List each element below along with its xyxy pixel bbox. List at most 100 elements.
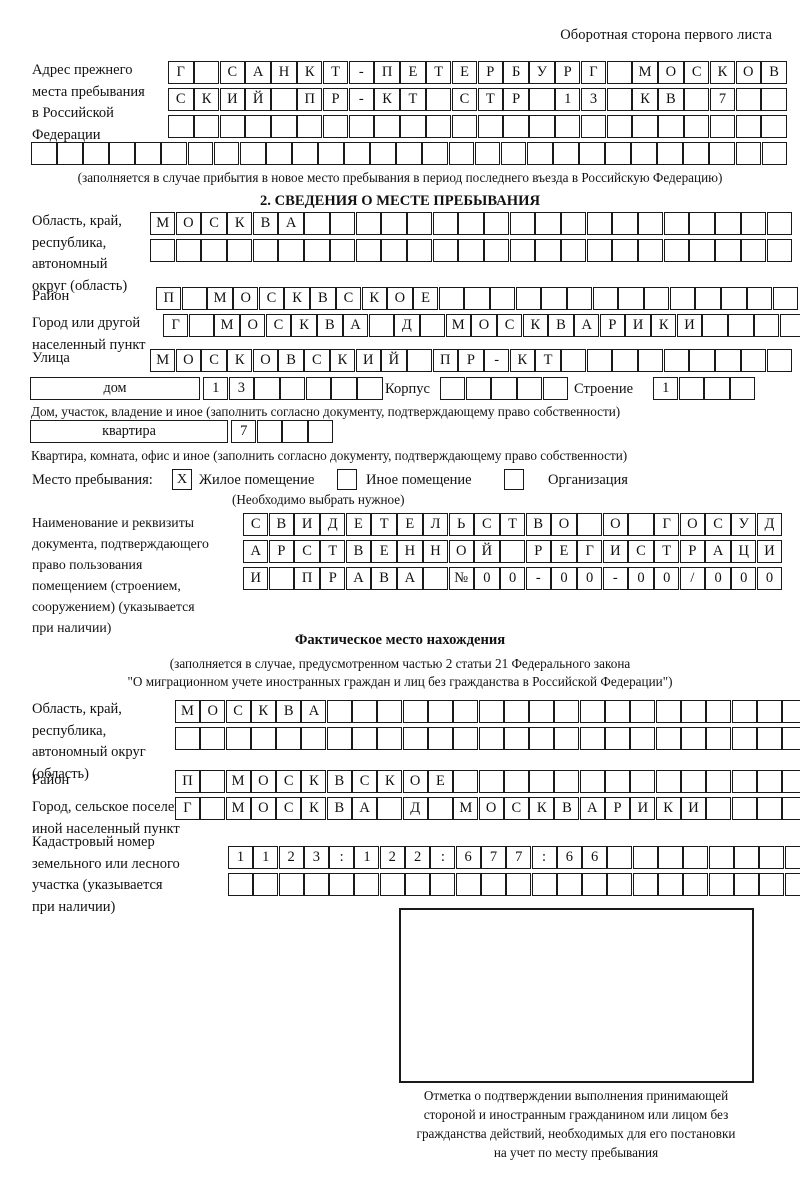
char-cell[interactable] bbox=[683, 88, 710, 111]
char-cell[interactable] bbox=[761, 142, 788, 165]
char-cell[interactable]: С bbox=[451, 88, 478, 111]
char-cell[interactable] bbox=[344, 142, 370, 165]
char-cell[interactable] bbox=[607, 873, 633, 896]
char-cell[interactable] bbox=[576, 513, 603, 536]
char-cell[interactable]: И bbox=[355, 349, 381, 372]
char-cell[interactable] bbox=[419, 314, 446, 337]
char-cell[interactable] bbox=[657, 142, 684, 165]
char-cell[interactable]: Р bbox=[477, 61, 504, 84]
char-cell[interactable] bbox=[731, 700, 757, 723]
char-cell[interactable] bbox=[554, 115, 581, 138]
char-cell[interactable] bbox=[256, 420, 283, 443]
char-cell[interactable] bbox=[663, 239, 690, 262]
char-cell[interactable] bbox=[455, 873, 481, 896]
char-cell[interactable] bbox=[296, 115, 323, 138]
char-cell[interactable] bbox=[448, 142, 475, 165]
char-cell[interactable]: 1 bbox=[253, 846, 279, 869]
char-cell[interactable] bbox=[689, 239, 715, 262]
char-cell[interactable] bbox=[706, 797, 732, 820]
char-cell[interactable]: К bbox=[377, 770, 403, 793]
char-cell[interactable]: С bbox=[265, 314, 292, 337]
char-cell[interactable] bbox=[578, 142, 605, 165]
char-cell[interactable]: О bbox=[658, 61, 684, 84]
char-cell[interactable]: 0 bbox=[499, 567, 526, 590]
char-cell[interactable]: М bbox=[175, 700, 200, 723]
char-cell[interactable]: 0 bbox=[705, 567, 731, 590]
char-cell[interactable]: К bbox=[250, 700, 276, 723]
char-cell[interactable] bbox=[753, 314, 780, 337]
char-cell[interactable] bbox=[631, 142, 657, 165]
char-cell[interactable]: К bbox=[509, 349, 536, 372]
char-cell[interactable]: И bbox=[294, 513, 320, 536]
char-cell[interactable]: П bbox=[156, 287, 182, 310]
char-cell[interactable] bbox=[612, 349, 638, 372]
char-cell[interactable] bbox=[586, 349, 613, 372]
char-cell[interactable]: О bbox=[250, 797, 276, 820]
char-cell[interactable] bbox=[782, 770, 800, 793]
char-cell[interactable] bbox=[628, 513, 654, 536]
char-cell[interactable] bbox=[706, 770, 732, 793]
char-cell[interactable] bbox=[740, 239, 767, 262]
char-cell[interactable] bbox=[402, 727, 428, 750]
char-cell[interactable] bbox=[187, 142, 214, 165]
char-cell[interactable] bbox=[509, 239, 536, 262]
char-cell[interactable] bbox=[756, 797, 782, 820]
char-cell[interactable] bbox=[357, 377, 383, 400]
char-cell[interactable]: Р bbox=[458, 349, 484, 372]
char-cell[interactable] bbox=[268, 567, 295, 590]
char-cell[interactable] bbox=[541, 287, 567, 310]
char-cell[interactable] bbox=[427, 700, 453, 723]
char-cell[interactable] bbox=[352, 700, 378, 723]
char-cell[interactable]: К bbox=[296, 61, 323, 84]
char-cell[interactable] bbox=[150, 239, 176, 262]
char-cell[interactable]: М bbox=[632, 61, 658, 84]
char-cell[interactable] bbox=[632, 115, 658, 138]
char-cell[interactable]: С bbox=[705, 513, 731, 536]
char-cell[interactable]: И bbox=[680, 797, 706, 820]
char-cell[interactable] bbox=[680, 770, 706, 793]
char-cell[interactable] bbox=[782, 797, 800, 820]
char-cell[interactable]: 7 bbox=[709, 88, 736, 111]
char-cell[interactable] bbox=[535, 212, 561, 235]
char-cell[interactable]: И bbox=[219, 88, 246, 111]
char-cell[interactable] bbox=[706, 700, 732, 723]
char-cell[interactable] bbox=[529, 770, 555, 793]
char-cell[interactable]: Е bbox=[551, 540, 577, 563]
char-cell[interactable]: С bbox=[276, 797, 302, 820]
char-cell[interactable] bbox=[782, 700, 800, 723]
stay-place-checkbox-residential[interactable]: X bbox=[172, 469, 192, 490]
char-cell[interactable] bbox=[638, 212, 664, 235]
char-cell[interactable] bbox=[721, 287, 747, 310]
char-cell[interactable]: 3 bbox=[580, 88, 607, 111]
korpus-cells[interactable] bbox=[440, 377, 569, 400]
char-cell[interactable] bbox=[303, 873, 329, 896]
char-cell[interactable]: С bbox=[304, 349, 330, 372]
char-cell[interactable]: А bbox=[352, 797, 378, 820]
char-cell[interactable]: Й bbox=[381, 349, 407, 372]
char-cell[interactable]: В bbox=[761, 61, 787, 84]
char-cell[interactable]: - bbox=[348, 88, 375, 111]
char-cell[interactable]: С bbox=[219, 61, 246, 84]
char-cell[interactable]: Й bbox=[474, 540, 500, 563]
char-cell[interactable]: Р bbox=[679, 540, 706, 563]
char-cell[interactable]: С bbox=[496, 314, 523, 337]
char-cell[interactable]: 2 bbox=[379, 846, 405, 869]
char-cell[interactable]: К bbox=[291, 314, 317, 337]
char-cell[interactable]: А bbox=[397, 567, 423, 590]
char-cell[interactable]: Д bbox=[394, 314, 420, 337]
char-cell[interactable] bbox=[689, 349, 715, 372]
char-cell[interactable] bbox=[715, 349, 741, 372]
char-cell[interactable] bbox=[228, 873, 253, 896]
char-cell[interactable] bbox=[406, 239, 433, 262]
char-cell[interactable]: В bbox=[525, 513, 551, 536]
char-cell[interactable] bbox=[245, 115, 271, 138]
char-cell[interactable]: М bbox=[150, 212, 176, 235]
char-cell[interactable]: А bbox=[345, 567, 372, 590]
char-cell[interactable] bbox=[772, 287, 798, 310]
char-cell[interactable]: А bbox=[278, 212, 304, 235]
char-cell[interactable] bbox=[731, 797, 757, 820]
char-cell[interactable] bbox=[465, 377, 492, 400]
prev-address-row-4-wide[interactable] bbox=[31, 142, 788, 165]
char-cell[interactable] bbox=[680, 727, 706, 750]
